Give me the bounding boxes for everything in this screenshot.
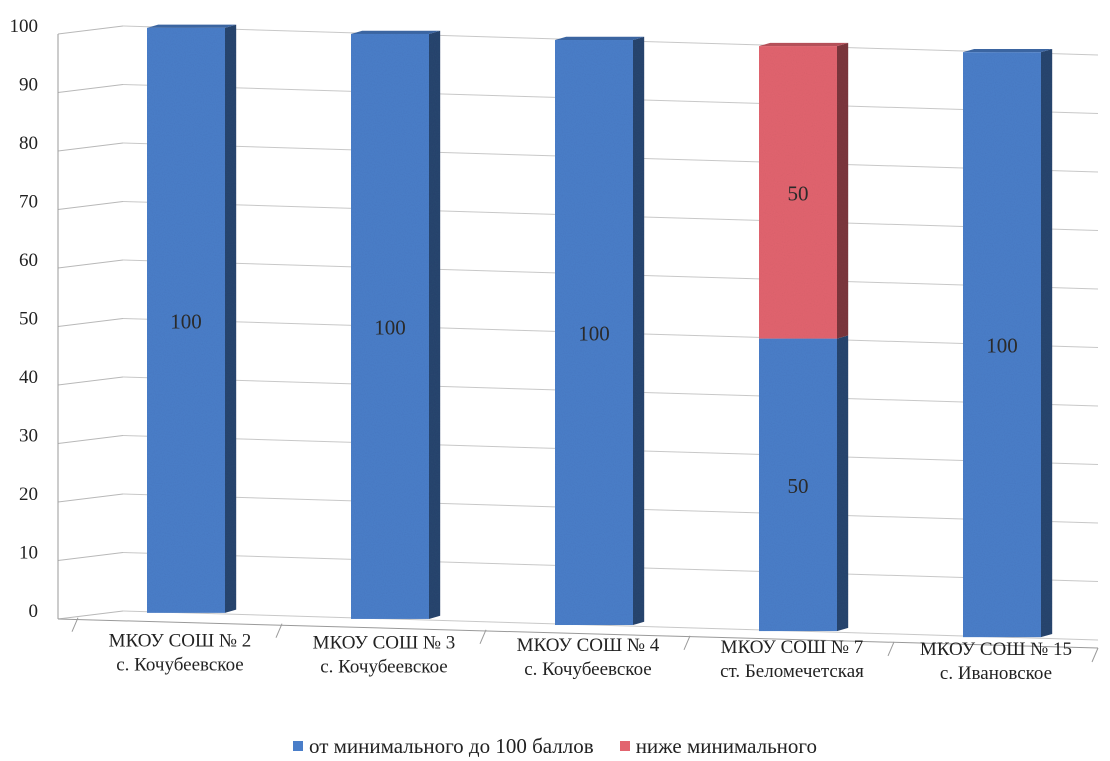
legend-item: от минимального до 100 баллов <box>292 733 594 759</box>
x-tick-mark <box>683 635 691 651</box>
data-label: 100 <box>170 309 202 333</box>
data-label: 50 <box>788 181 809 205</box>
gridline-side <box>57 142 124 152</box>
data-label: 50 <box>788 474 809 498</box>
bar-side-face <box>1041 48 1053 638</box>
axes <box>57 34 1099 663</box>
data-label: 100 <box>578 322 610 346</box>
category-label: МКОУ СОШ № 15 с. Ивановское <box>920 639 1072 684</box>
x-tick-mark <box>275 623 283 638</box>
y-tick-label: 60 <box>19 250 38 271</box>
bar-front-face <box>963 52 1041 638</box>
gridline-side <box>57 84 124 93</box>
category-label: МКОУ СОШ № 2 с. Кочубеевское <box>109 631 252 676</box>
gridline-side <box>57 25 124 35</box>
bar-side-face <box>225 24 237 613</box>
x-tick-mark <box>1091 647 1099 663</box>
category-label-line: с. Ивановское <box>940 663 1052 684</box>
bar-top-face <box>351 30 441 34</box>
category-label: МКОУ СОШ № 3 с. Кочубеевское <box>313 633 456 678</box>
bar-segment <box>759 42 849 339</box>
bar-front-face <box>351 33 429 619</box>
category-label-line: с. Кочубеевское <box>524 659 651 680</box>
legend: от минимального до 100 баллов ниже минима… <box>0 732 1110 760</box>
y-tick-label: 20 <box>19 484 38 505</box>
x-tick-mark <box>887 641 895 657</box>
gridline-side <box>57 552 124 561</box>
gridline-side <box>57 493 124 503</box>
y-tick-label: 40 <box>19 367 38 388</box>
gridline <box>122 610 1099 641</box>
data-label: 100 <box>986 334 1018 358</box>
bar-segment <box>147 24 237 613</box>
y-tick-label: 70 <box>19 192 38 213</box>
gridline-side <box>57 376 124 386</box>
category-label-line: МКОУ СОШ № 4 <box>517 635 660 656</box>
legend-item: ниже минимального <box>619 733 818 759</box>
y-tick-label: 30 <box>19 426 38 447</box>
category-labels: МКОУ СОШ № 2 с. Кочубеевское МКОУ СОШ № 3 с… <box>109 631 1072 684</box>
gridline-side <box>57 201 124 210</box>
x-axis-line <box>57 618 1099 649</box>
legend-swatch <box>619 741 630 751</box>
gridline-side <box>57 259 124 269</box>
legend-label: ниже минимального <box>635 733 818 758</box>
gridline-side <box>57 435 124 444</box>
category-label-line: МКОУ СОШ № 7 <box>721 637 864 658</box>
bar-side-face <box>837 335 849 632</box>
category-label-line: МКОУ СОШ № 15 <box>920 639 1072 660</box>
legend-swatch <box>292 741 303 751</box>
data-label: 100 <box>374 315 406 339</box>
bar-segment <box>351 30 441 619</box>
y-tick-labels: 0 10 20 30 40 50 60 70 80 90 100 <box>10 16 39 622</box>
category-label-line: ст. Беломечетская <box>720 661 864 682</box>
gridline-side <box>57 610 124 620</box>
x-tick-mark <box>71 617 79 632</box>
legend-label: от минимального до 100 баллов <box>308 733 594 758</box>
bar-segment <box>555 36 645 626</box>
bar-side-face <box>429 30 441 619</box>
x-tick-mark <box>479 629 487 644</box>
category-label: МКОУ СОШ № 7 ст. Беломечетская <box>720 637 864 682</box>
bar-top-face <box>759 42 849 47</box>
data-labels: 100 100 100 50 50 100 <box>170 181 1018 498</box>
category-label-line: МКОУ СОШ № 2 <box>109 631 252 652</box>
bar-top-face <box>963 48 1053 53</box>
bar-segment <box>759 335 849 632</box>
bar-front-face <box>555 40 633 626</box>
bar-top-face <box>555 36 645 41</box>
category-label-line: с. Кочубеевское <box>116 655 243 676</box>
y-tick-label: 50 <box>19 309 38 330</box>
bar-front-face <box>759 46 837 339</box>
y-tick-label: 10 <box>19 543 38 564</box>
y-tick-label: 80 <box>19 133 38 154</box>
bar-side-face <box>837 42 849 339</box>
y-tick-label: 90 <box>19 75 38 96</box>
y-tick-label: 100 <box>10 16 39 37</box>
y-tick-label: 0 <box>29 601 39 622</box>
bar-front-face <box>759 338 837 632</box>
bar-top-face <box>147 24 237 28</box>
gridline-side <box>57 318 124 327</box>
category-label-line: с. Кочубеевское <box>320 657 447 678</box>
bar-side-face <box>633 36 645 626</box>
category-label-line: МКОУ СОШ № 3 <box>313 633 456 654</box>
bar-segment <box>963 48 1053 638</box>
category-label: МКОУ СОШ № 4 с. Кочубеевское <box>517 635 660 680</box>
bar-front-face <box>147 27 225 613</box>
bars <box>147 24 1053 638</box>
